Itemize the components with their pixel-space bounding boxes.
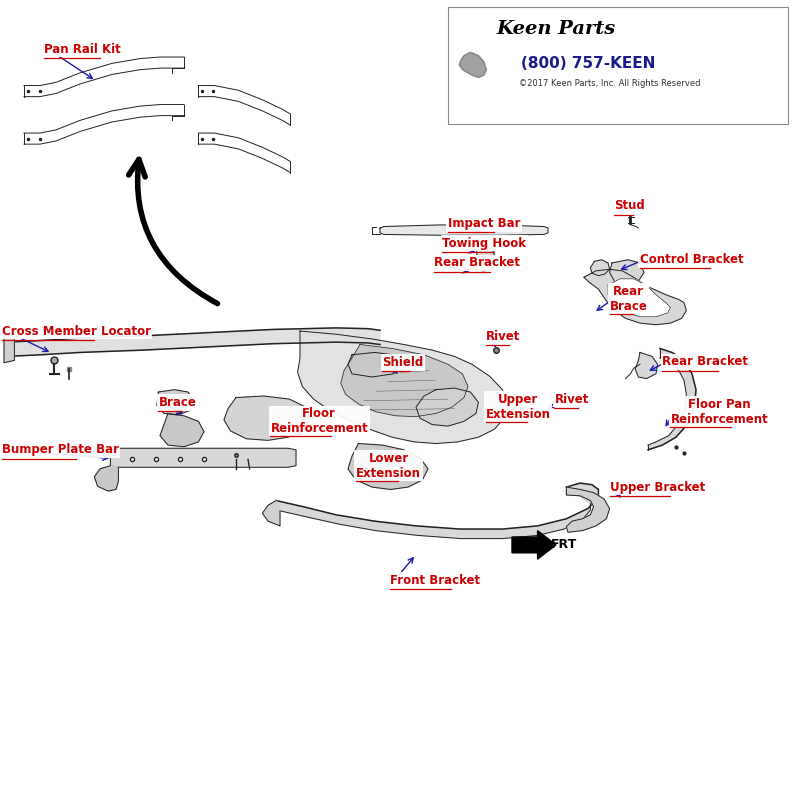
Polygon shape: [110, 448, 296, 467]
Polygon shape: [160, 413, 204, 447]
Text: Impact Bar: Impact Bar: [448, 217, 521, 230]
FancyBboxPatch shape: [448, 7, 788, 124]
Text: Lower
Extension: Lower Extension: [356, 451, 421, 480]
Polygon shape: [459, 52, 486, 78]
Polygon shape: [298, 331, 508, 444]
Text: Floor
Reinforcement: Floor Reinforcement: [270, 407, 368, 436]
Text: Rear Bracket: Rear Bracket: [434, 257, 521, 269]
Text: Bumper Plate Bar: Bumper Plate Bar: [2, 444, 118, 456]
Text: ©2017 Keen Parts, Inc. All Rights Reserved: ©2017 Keen Parts, Inc. All Rights Reserv…: [519, 78, 700, 88]
Text: Towing Hook: Towing Hook: [442, 237, 526, 249]
Polygon shape: [262, 501, 280, 526]
Polygon shape: [584, 269, 686, 325]
Text: Rear Bracket: Rear Bracket: [662, 356, 749, 368]
Text: Front Bracket: Front Bracket: [390, 574, 481, 587]
Text: Keen Parts: Keen Parts: [496, 20, 616, 37]
Text: Pan Rail Kit: Pan Rail Kit: [44, 43, 121, 55]
Text: Brace: Brace: [158, 396, 196, 409]
Text: Upper
Extension: Upper Extension: [486, 393, 550, 421]
Text: Floor Pan
Reinforcement: Floor Pan Reinforcement: [670, 398, 768, 426]
Text: Rear
Brace: Rear Brace: [610, 284, 647, 313]
Text: Control Bracket: Control Bracket: [640, 253, 744, 266]
Text: Shield: Shield: [382, 356, 424, 369]
Polygon shape: [4, 334, 14, 363]
Polygon shape: [157, 390, 194, 415]
Polygon shape: [590, 260, 610, 276]
Polygon shape: [610, 260, 644, 284]
Polygon shape: [348, 352, 398, 377]
Polygon shape: [348, 444, 428, 489]
Polygon shape: [380, 225, 548, 235]
Text: (800) 757-KEEN: (800) 757-KEEN: [521, 56, 655, 70]
Polygon shape: [276, 483, 598, 539]
Polygon shape: [477, 249, 494, 257]
Polygon shape: [224, 396, 310, 440]
Text: Stud: Stud: [614, 200, 645, 212]
Polygon shape: [512, 531, 556, 559]
Text: FRT: FRT: [550, 539, 577, 551]
Polygon shape: [6, 328, 380, 356]
Text: Upper Bracket: Upper Bracket: [610, 481, 705, 493]
Polygon shape: [416, 388, 478, 426]
Polygon shape: [566, 487, 610, 532]
Polygon shape: [476, 260, 494, 271]
Polygon shape: [635, 352, 658, 379]
Text: Rivet: Rivet: [486, 330, 520, 343]
Text: Cross Member Locator: Cross Member Locator: [2, 325, 150, 337]
Polygon shape: [341, 345, 468, 417]
Polygon shape: [608, 279, 670, 317]
Text: Rivet: Rivet: [554, 393, 589, 406]
Polygon shape: [94, 466, 118, 491]
Polygon shape: [648, 348, 696, 450]
